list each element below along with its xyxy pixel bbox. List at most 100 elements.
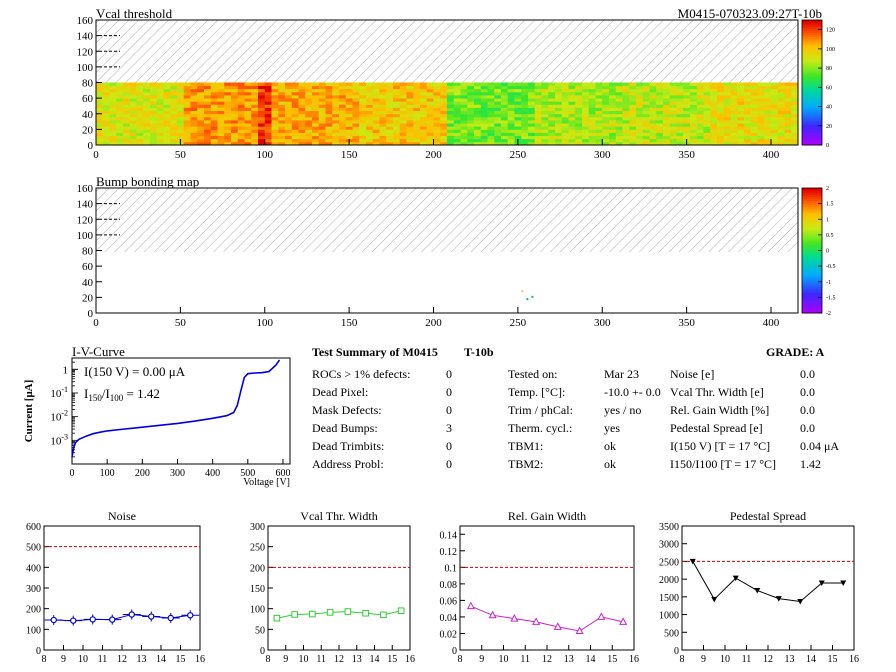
heatmap-cell bbox=[379, 123, 387, 127]
heatmap-cell bbox=[555, 113, 563, 118]
heatmap-cell bbox=[433, 116, 441, 121]
heatmap-cell bbox=[163, 126, 171, 130]
colorbar-segment bbox=[802, 120, 822, 123]
heatmap-cell bbox=[332, 135, 340, 140]
colorbar-tick-label: 1.5 bbox=[826, 202, 834, 208]
heatmap-cell bbox=[197, 107, 205, 112]
heatmap-cell bbox=[102, 129, 110, 133]
heatmap-cell bbox=[595, 107, 603, 112]
heatmap-cell bbox=[426, 123, 434, 127]
heatmap-cell bbox=[588, 85, 596, 90]
heatmap-cell bbox=[271, 98, 279, 102]
heatmap-cell bbox=[690, 101, 698, 105]
heatmap-cell bbox=[474, 116, 482, 121]
heatmap-cell bbox=[170, 123, 178, 127]
x-tick-label: 16 bbox=[405, 654, 415, 665]
heatmap-cell bbox=[771, 104, 779, 108]
heatmap-cell bbox=[379, 91, 387, 96]
heatmap-cell bbox=[629, 107, 637, 112]
map-x-tick-label: 100 bbox=[257, 317, 274, 329]
heatmap-cell bbox=[453, 82, 461, 87]
summary-label: Temp. [°C]: bbox=[508, 385, 565, 399]
heatmap-cell bbox=[595, 110, 603, 115]
heatmap-cell bbox=[204, 116, 212, 121]
heatmap-cell bbox=[663, 101, 671, 105]
heatmap-cell bbox=[602, 120, 610, 124]
heatmap-cell bbox=[534, 107, 542, 112]
heatmap-cell bbox=[244, 135, 252, 140]
heatmap-cell bbox=[642, 101, 650, 105]
heatmap-cell bbox=[467, 85, 475, 90]
heatmap-cell bbox=[251, 88, 259, 93]
heatmap-cell bbox=[210, 126, 218, 130]
heatmap-cell bbox=[312, 95, 320, 99]
heatmap-cell bbox=[224, 120, 232, 124]
heatmap-cell bbox=[271, 135, 279, 140]
heatmap-cell bbox=[96, 95, 104, 99]
heatmap-cell bbox=[406, 82, 414, 87]
heatmap-cell bbox=[379, 95, 387, 99]
heatmap-cell bbox=[764, 135, 772, 140]
heatmap-cell bbox=[332, 95, 340, 99]
heatmap-cell bbox=[231, 113, 239, 118]
heatmap-cell bbox=[339, 88, 347, 93]
heatmap-cell bbox=[561, 116, 569, 121]
heatmap-cell bbox=[136, 88, 144, 93]
heatmap-cell bbox=[102, 138, 110, 143]
heatmap-cell bbox=[453, 95, 461, 99]
heatmap-cell bbox=[312, 110, 320, 115]
heatmap-cell bbox=[244, 85, 252, 90]
heatmap-cell bbox=[703, 141, 711, 146]
heatmap-cell bbox=[339, 113, 347, 118]
heatmap-cell bbox=[143, 138, 151, 143]
heatmap-cell bbox=[366, 138, 374, 143]
heatmap-cell bbox=[440, 107, 448, 112]
colorbar-segment bbox=[802, 65, 822, 69]
heatmap-cell bbox=[629, 129, 637, 133]
colorbar-segment bbox=[802, 32, 822, 36]
y-tick-label: 0 bbox=[260, 646, 265, 657]
heatmap-cell bbox=[602, 85, 610, 90]
colorbar-segment bbox=[802, 117, 822, 121]
heatmap-cell bbox=[224, 107, 232, 112]
heatmap-cell bbox=[433, 135, 441, 140]
heatmap-cell bbox=[217, 82, 225, 87]
heatmap-cell bbox=[447, 126, 455, 130]
x-tick-label: 12 bbox=[763, 654, 773, 665]
heatmap-cell bbox=[426, 85, 434, 90]
heatmap-cell bbox=[251, 82, 259, 87]
heatmap-cell bbox=[555, 85, 563, 90]
colorbar-segment bbox=[802, 200, 822, 204]
colorbar-segment bbox=[802, 74, 822, 77]
summary-label: Address Probl: bbox=[312, 457, 384, 471]
heatmap-cell bbox=[129, 101, 137, 105]
heatmap-cell bbox=[636, 141, 644, 146]
heatmap-cell bbox=[453, 123, 461, 127]
heatmap-cell bbox=[210, 88, 218, 93]
heatmap-cell bbox=[474, 91, 482, 96]
heatmap-cell bbox=[622, 82, 630, 87]
heatmap-cell bbox=[595, 135, 603, 140]
heatmap-cell bbox=[649, 107, 657, 112]
heatmap-cell bbox=[264, 123, 272, 127]
heatmap-cell bbox=[480, 85, 488, 90]
colorbar-segment bbox=[802, 126, 822, 129]
heatmap-cell bbox=[710, 129, 718, 133]
heatmap-cell bbox=[339, 95, 347, 99]
test-summary-panel: Test Summary of M0415 T-10b GRADE: A ROC… bbox=[312, 345, 839, 471]
iv-x-tick-label: 0 bbox=[70, 468, 75, 479]
heatmap-cell bbox=[305, 85, 313, 90]
heatmap-cell bbox=[460, 85, 468, 90]
heatmap-cell bbox=[116, 98, 124, 102]
heatmap-cell bbox=[615, 113, 623, 118]
heatmap-cell bbox=[372, 135, 380, 140]
heatmap-cell bbox=[467, 138, 475, 143]
heatmap-cell bbox=[359, 113, 367, 118]
colorbar-tick-label: 2 bbox=[826, 186, 829, 192]
heatmap-cell bbox=[109, 135, 117, 140]
heatmap-cell bbox=[690, 126, 698, 130]
heatmap-cell bbox=[561, 91, 569, 96]
heatmap-cell bbox=[683, 116, 691, 121]
heatmap-cell bbox=[521, 104, 529, 108]
heatmap-cell bbox=[339, 82, 347, 87]
